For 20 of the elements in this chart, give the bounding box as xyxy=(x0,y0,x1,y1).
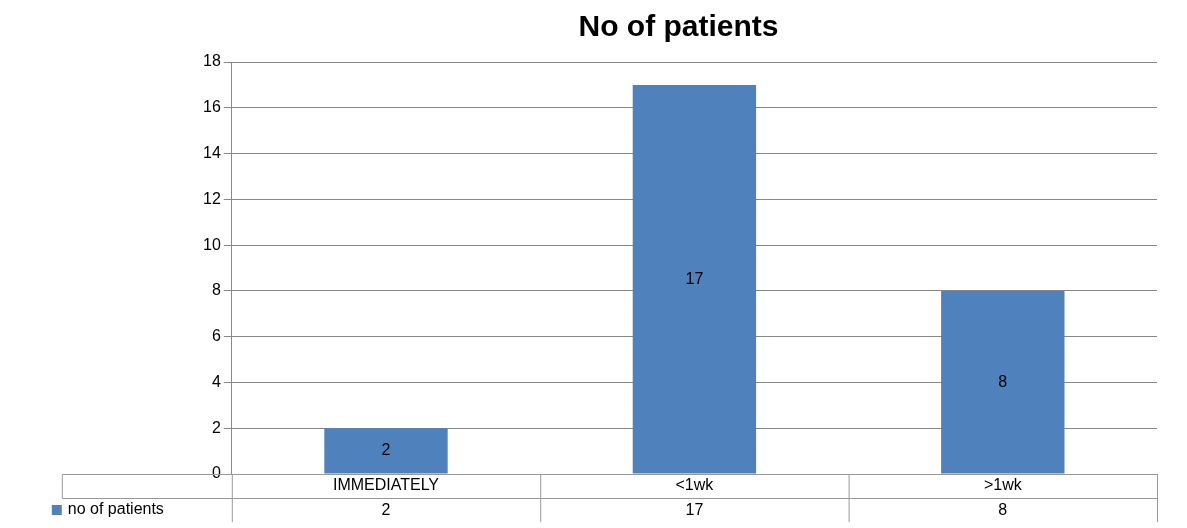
annotation: 8 xyxy=(998,372,1008,390)
x-tick-label: <1wk xyxy=(675,476,715,494)
chart-title: No of patients xyxy=(578,9,779,43)
data-label: 8 xyxy=(998,501,1008,519)
legend-label: no of patients xyxy=(67,500,164,518)
data-label: 2 xyxy=(381,501,391,519)
y-tick-label: 14 xyxy=(203,143,221,161)
y-tick-label: 8 xyxy=(211,281,221,299)
y-tick-label: 10 xyxy=(203,235,221,253)
x-tick-label: IMMEDIATELY xyxy=(332,476,440,494)
annotation: 2 xyxy=(381,441,391,459)
y-tick-label: 16 xyxy=(203,98,221,116)
y-tick-label: 2 xyxy=(211,418,221,436)
y-tick-label: 6 xyxy=(211,327,221,345)
y-tick-label: 12 xyxy=(203,189,221,207)
y-tick-label: 18 xyxy=(203,52,221,70)
x-tick-label: >1wk xyxy=(983,476,1023,494)
annotation: 17 xyxy=(685,269,704,287)
y-tick-label: 4 xyxy=(211,372,221,390)
data-label: 17 xyxy=(685,501,704,519)
